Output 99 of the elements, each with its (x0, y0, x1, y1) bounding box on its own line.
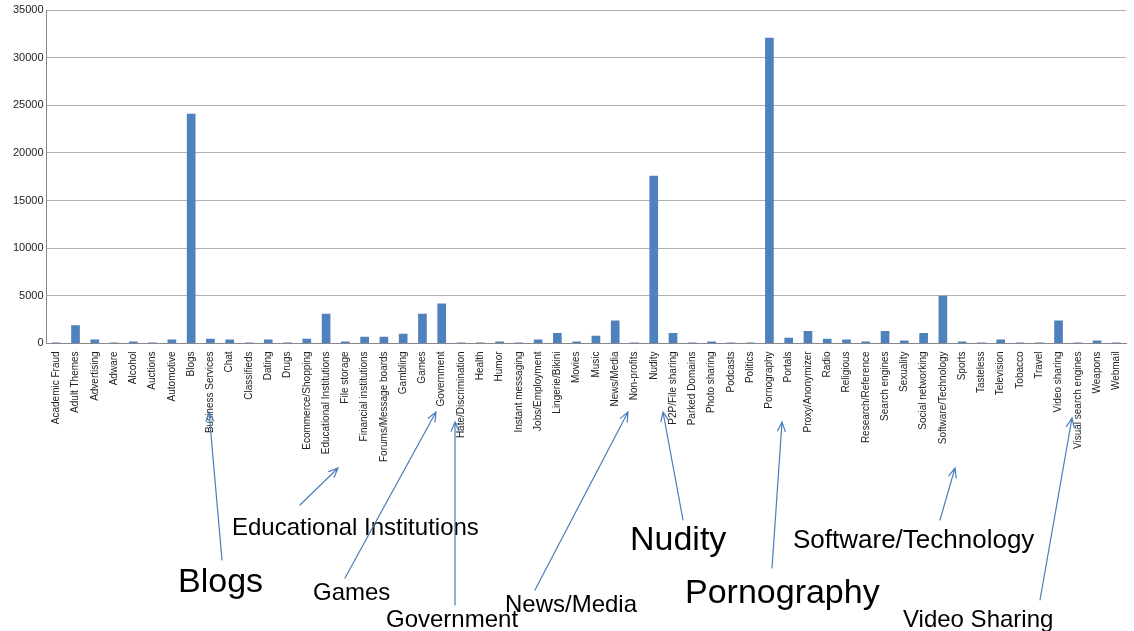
x-tick-label: File storage (339, 350, 351, 404)
x-tick-label: Health (474, 351, 486, 381)
y-tick-label: 10000 (12, 241, 44, 254)
text: Educational Institutions (232, 513, 479, 540)
x-tick-label: Gambling (396, 351, 408, 395)
x-tick-label: Portals (782, 351, 794, 383)
bar (225, 339, 235, 343)
x-tick-label: Educational Institutions (319, 351, 331, 455)
x-tick-label: Adware (107, 350, 119, 386)
x-tick-label: Radio (820, 350, 832, 378)
x-tick-label: Financial institutions (358, 351, 370, 442)
x-tick-label: Dating (262, 351, 273, 381)
x-tick-label: News/Media (608, 350, 620, 407)
bar (553, 332, 562, 343)
x-tick-label: Research/Reference (859, 350, 871, 444)
x-tick-label: Sexuality (898, 351, 910, 392)
x-tick-label: Alcohol (127, 351, 139, 385)
text: Nudity (630, 519, 727, 557)
x-tick-label: Pornography (763, 351, 775, 409)
x-tick-label: Search engines (878, 351, 890, 421)
x-tick-label: Tasteless (975, 351, 987, 394)
x-tick-label: Software/Technology (936, 351, 948, 445)
x-tick-label: Religious (840, 351, 852, 393)
x-tick-label: Chat (223, 351, 235, 373)
y-tick-label: 5000 (19, 288, 44, 301)
x-tick-label: Tobacco (1013, 350, 1025, 389)
bar (360, 336, 369, 343)
x-tick-label: Hate/Discrimination (454, 351, 466, 439)
bar (379, 336, 389, 343)
bar (880, 331, 890, 343)
x-tick-label: Podcasts (724, 351, 736, 393)
x-tick-label: Government (435, 351, 447, 407)
bar (803, 331, 813, 343)
x-tick-label: Nudity (647, 351, 659, 380)
bar (784, 337, 794, 343)
x-tick-label: Humor (493, 350, 505, 382)
bar (398, 333, 408, 343)
bar (1054, 320, 1063, 343)
bar (186, 113, 196, 343)
x-tick-label: Proxy/Anonymizer (801, 350, 813, 433)
text: Games (313, 578, 391, 605)
y-tick-label: 25000 (12, 98, 44, 111)
x-tick-label: Jobs/Employment (531, 351, 543, 431)
bar (610, 320, 620, 343)
x-tick-label: Forums/Message boards (377, 351, 389, 463)
bar (668, 332, 678, 343)
text: Blogs (178, 561, 264, 599)
bar (90, 339, 100, 343)
bar (765, 37, 774, 343)
x-tick-label: Movies (570, 351, 582, 384)
x-tick-label: Auctions (146, 351, 158, 390)
bar (591, 335, 601, 343)
y-tick-label: 15000 (12, 193, 44, 206)
x-tick-label: Non-profits (628, 351, 640, 401)
x-tick-label: Adult Themes (69, 351, 81, 413)
x-tick-label: P2P/File sharing (666, 351, 678, 425)
x-tick-label: Automotive (165, 350, 177, 402)
x-tick-label: Instant messaging (512, 351, 524, 433)
x-tick-label: Blogs (184, 351, 196, 377)
bar (996, 339, 1006, 343)
x-tick-label: Business Services (204, 351, 216, 434)
bar (71, 325, 80, 343)
x-tick-label: Advertising (88, 351, 100, 401)
bar (938, 295, 948, 343)
y-tick-label: 20000 (12, 145, 44, 158)
x-tick-label: Parked Domains (686, 351, 698, 426)
x-tick-label: Drugs (281, 351, 293, 379)
x-tick-label: Video sharing (1052, 351, 1064, 413)
bar (822, 338, 832, 343)
x-tick-label: Games (416, 351, 428, 384)
x-tick-label: Television (994, 351, 1006, 396)
bar (842, 339, 851, 343)
bar (263, 339, 273, 343)
x-tick-label: Webmail (1110, 351, 1122, 391)
bar (302, 338, 312, 343)
x-tick-label: Visual search engines (1071, 351, 1083, 450)
x-tick-label: Classifieds (242, 351, 254, 400)
y-tick-label: 0 (37, 336, 44, 349)
x-tick-label: Social networking (917, 351, 929, 430)
bar (437, 303, 447, 343)
x-tick-label: Academic Fraud (49, 351, 61, 425)
text: Software/Technology (793, 524, 1035, 554)
bar (321, 313, 331, 343)
y-tick-label: 30000 (12, 50, 44, 63)
x-tick-label: Photo sharing (705, 351, 717, 414)
x-tick-label: Music (589, 351, 601, 378)
y-tick-label: 35000 (12, 3, 44, 16)
bar (206, 338, 215, 343)
text: Pornography (685, 572, 880, 610)
x-tick-label: Weapons (1090, 351, 1102, 394)
x-tick-label: Travel (1033, 351, 1045, 379)
x-tick-label: Politics (743, 351, 755, 384)
x-tick-label: Sports (955, 351, 967, 381)
x-tick-label: Ecommerce/Shopping (300, 351, 312, 450)
bar (649, 175, 659, 343)
x-tick-label: Lingerie/Bikini (551, 351, 563, 414)
bar (919, 332, 928, 343)
bar (900, 340, 909, 343)
bar (418, 313, 427, 343)
